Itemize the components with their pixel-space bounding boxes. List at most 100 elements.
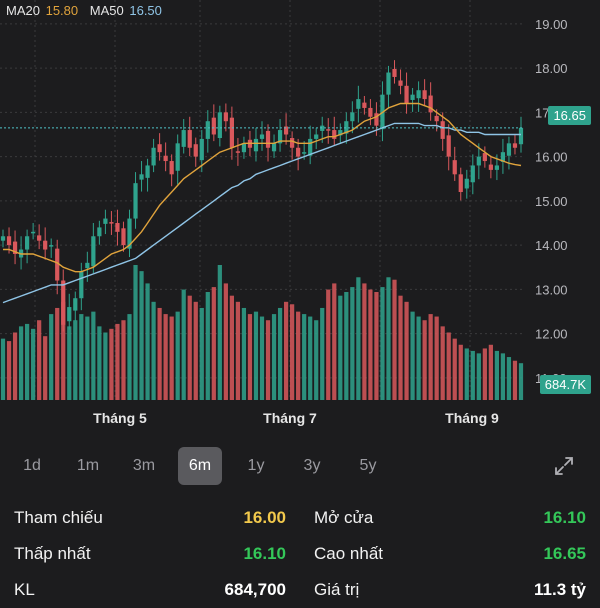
candle-body [494, 165, 500, 170]
candle-body [320, 125, 325, 131]
volume-bar [506, 357, 512, 400]
volume-bar [247, 314, 253, 400]
volume-bar [55, 307, 60, 400]
volume-bar [482, 348, 487, 400]
volume-bar [434, 316, 439, 400]
volume-bar [410, 311, 415, 400]
volume-bar [91, 311, 96, 400]
volume-bar [235, 301, 241, 400]
stat-label: Giá trị [314, 580, 360, 599]
volume-bar [350, 287, 355, 400]
volume-bar [103, 332, 108, 400]
range-1m-button[interactable]: 1m [76, 457, 100, 474]
candle-body [356, 99, 361, 109]
volume-bar [157, 307, 162, 400]
y-tick-label: 12.00 [535, 327, 568, 342]
volume-bar [302, 314, 307, 400]
candle-body [332, 130, 337, 139]
volume-bar [518, 363, 524, 400]
candle-body [85, 262, 90, 269]
volume-bar [392, 279, 397, 400]
candle-body [49, 245, 54, 247]
volume-bar [139, 271, 144, 400]
candle-body [133, 183, 138, 219]
stat-label: Tham chiếu [14, 508, 103, 527]
stat-value: 11.3 tỷ [534, 580, 586, 599]
candle-body [211, 117, 216, 135]
candle-body [127, 218, 132, 249]
volume-bar [18, 326, 24, 400]
candle-body [97, 227, 102, 237]
x-tick-label: Tháng 7 [263, 410, 317, 426]
range-5y-button[interactable]: 5y [359, 457, 377, 474]
candle-body [187, 130, 192, 148]
candle-body [482, 153, 487, 162]
volume-bar [265, 320, 271, 400]
volume-bar [193, 301, 198, 400]
candle-body [296, 147, 301, 157]
volume-bar [326, 289, 331, 400]
candle-body [12, 241, 18, 254]
range-1y-button[interactable]: 1y [247, 457, 265, 474]
candle-body [31, 231, 36, 234]
x-tick-label: Tháng 9 [445, 410, 499, 426]
candle-body [374, 113, 379, 126]
volume-bar [404, 301, 409, 400]
candle-body [386, 72, 391, 95]
range-3y-button[interactable]: 3y [303, 457, 321, 474]
stat-mo-cua: Mở cửa 16.10 [300, 508, 600, 528]
stat-label: KL [14, 580, 35, 599]
candle-body [259, 134, 265, 139]
candle-body [223, 112, 228, 122]
candle-body [73, 298, 78, 311]
y-tick-label: 13.00 [535, 282, 568, 297]
candle-body [277, 130, 283, 144]
chart-canvas[interactable]: 11.0012.0013.0014.0015.0016.0017.0018.00… [0, 0, 600, 440]
expand-icon[interactable] [554, 456, 574, 476]
volume-bar [259, 316, 265, 400]
volume-bar [61, 301, 66, 400]
candle-body [518, 127, 524, 145]
volume-bar [277, 307, 283, 400]
y-tick-label: 14.00 [535, 238, 568, 253]
price-chart[interactable]: 11.0012.0013.0014.0015.0016.0017.0018.00… [0, 0, 600, 440]
candle-body [91, 236, 96, 267]
candle-body [446, 135, 451, 157]
ma20-label: MA20 [6, 3, 40, 18]
candle-body [229, 117, 234, 148]
volume-bar [458, 344, 463, 400]
candle-body [344, 121, 349, 134]
volume-bar [374, 292, 379, 400]
ma50-line [2, 122, 521, 304]
volume-bar [229, 295, 234, 400]
y-tick-label: 16.00 [535, 150, 568, 165]
stat-gia-tri: Giá trị 11.3 tỷ [300, 580, 600, 600]
ma50-label: MA50 [89, 3, 124, 18]
range-3m-button[interactable]: 3m [132, 457, 156, 474]
candle-body [440, 121, 445, 139]
candle-body [205, 121, 210, 139]
range-6m-button[interactable]: 6m [178, 447, 222, 485]
candle-body [362, 102, 367, 108]
candle-body [350, 112, 355, 122]
volume-bar [422, 320, 427, 400]
candle-body [392, 68, 397, 77]
candle-body [43, 240, 48, 250]
range-1d-button[interactable]: 1d [23, 457, 41, 474]
ma50-value: 16.50 [129, 3, 162, 18]
volume-bar [428, 314, 433, 400]
range-selector: 1d 1m 3m 6m 1y 3y 5y [10, 446, 590, 486]
candle-body [464, 178, 469, 189]
candle-body [314, 134, 319, 139]
stats-panel: Tham chiếu 16.00 Mở cửa 16.10 Thấp nhất … [0, 500, 600, 608]
volume-bar [446, 332, 451, 400]
candle-body [6, 236, 12, 246]
volume-bar [67, 326, 72, 400]
y-tick-label: 15.00 [535, 194, 568, 209]
candle-body [458, 174, 463, 193]
candle-body [235, 151, 241, 153]
volume-bar [380, 287, 385, 400]
volume-bar [253, 311, 259, 400]
volume-bar [464, 348, 469, 400]
candle-body [241, 143, 247, 153]
